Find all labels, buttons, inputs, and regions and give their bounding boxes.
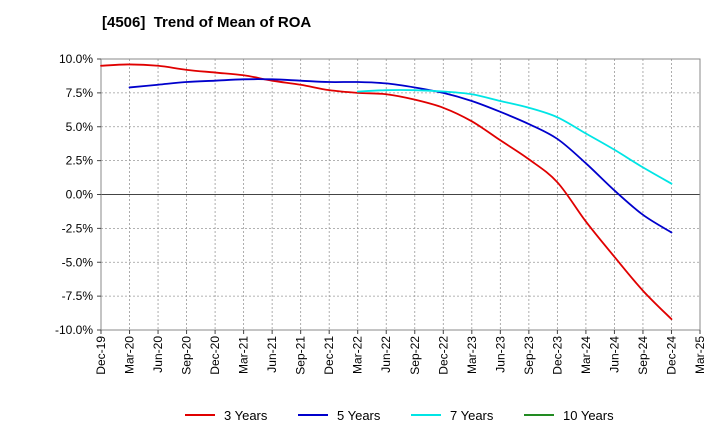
y-tick-label: -2.5% — [62, 221, 94, 235]
y-tick-label: 2.5% — [66, 154, 94, 168]
y-tick-label: -5.0% — [62, 255, 94, 269]
x-tick-label: Mar-24 — [579, 336, 593, 374]
legend: 3 Years 5 Years 7 Years 10 Years — [185, 408, 614, 423]
x-tick-label: Dec-21 — [322, 336, 336, 375]
x-tick-label: Jun-21 — [265, 336, 279, 373]
x-tick-label: Sep-23 — [522, 336, 536, 375]
x-tick-label: Mar-20 — [123, 336, 137, 374]
x-tick-label: Mar-23 — [465, 336, 479, 374]
y-tick-label: 0.0% — [66, 188, 94, 202]
x-tick-label: Sep-24 — [636, 336, 650, 375]
y-tick-label: -10.0% — [55, 323, 93, 337]
x-tick-label: Dec-22 — [436, 336, 450, 375]
x-tick-label: Mar-22 — [351, 336, 365, 374]
x-tick-label: Sep-21 — [294, 336, 308, 375]
y-tick-label: 10.0% — [59, 52, 93, 66]
x-tick-label: Jun-22 — [379, 336, 393, 373]
x-tick-label: Dec-19 — [94, 336, 108, 375]
x-tick-label: Sep-20 — [180, 336, 194, 375]
legend-label-5-years: 5 Years — [337, 408, 381, 423]
series-line-5-years — [128, 78, 673, 234]
legend-label-10-years: 10 Years — [563, 408, 614, 423]
x-tick-label: Jun-20 — [151, 336, 165, 373]
x-tick-label: Jun-23 — [493, 336, 507, 373]
x-tick-label: Mar-25 — [693, 336, 707, 374]
grid-lines — [101, 59, 700, 330]
x-axis-ticks: Dec-19 Mar-20 Jun-20 Sep-20 Dec-20 Mar-21 Jun-… — [94, 330, 707, 375]
y-axis-ticks: 10.0% 7.5% 5.0% 2.5% 0.0% -2.5% -5.0% -7.5% -10.… — [55, 52, 101, 337]
x-tick-label: Mar-21 — [237, 336, 251, 374]
series-line-7-years — [356, 89, 673, 185]
x-tick-label: Jun-24 — [607, 336, 621, 373]
x-tick-label: Sep-22 — [408, 336, 422, 375]
series-lines — [100, 63, 673, 321]
x-tick-label: Dec-23 — [550, 336, 564, 375]
x-tick-label: Dec-20 — [208, 336, 222, 375]
legend-label-3-years: 3 Years — [224, 408, 268, 423]
legend-label-7-years: 7 Years — [450, 408, 494, 423]
x-tick-label: Dec-24 — [664, 336, 678, 375]
series-line-3-years — [100, 63, 673, 321]
y-tick-label: 5.0% — [66, 120, 94, 134]
y-tick-label: 7.5% — [66, 86, 94, 100]
chart-title: [4506] Trend of Mean of ROA — [102, 14, 312, 31]
y-tick-label: -7.5% — [62, 289, 94, 303]
